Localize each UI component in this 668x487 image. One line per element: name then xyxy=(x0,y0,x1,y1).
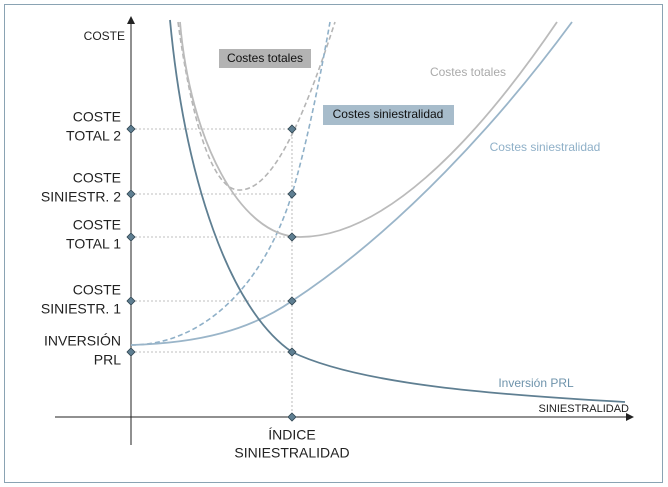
y-level-label: COSTE xyxy=(73,170,121,186)
x-axis-label: SINIESTRALIDAD xyxy=(539,403,630,415)
x-point-label: SINIESTRALIDAD xyxy=(234,445,349,461)
siniestralidad-curve xyxy=(130,21,573,346)
curve-label: Costes siniestralidad xyxy=(490,140,601,154)
y-axis-label: COSTE xyxy=(84,29,125,43)
x-arrow xyxy=(626,413,634,421)
y-level-label: PRL xyxy=(94,352,121,368)
y-level-label: INVERSIÓN xyxy=(44,333,121,349)
guides xyxy=(131,128,293,417)
markers xyxy=(126,124,297,422)
y-level-label: COSTE xyxy=(73,217,121,233)
label-box xyxy=(219,49,311,68)
curve-label: Costes totales xyxy=(430,65,506,79)
frame xyxy=(4,4,663,483)
x-point-label: ÍNDICE xyxy=(268,427,315,443)
y-level-label: COSTE xyxy=(73,109,121,125)
dashed-total-curve xyxy=(177,21,336,191)
y-level-label: SINIESTR. 1 xyxy=(41,301,121,317)
inversion-curve xyxy=(169,19,626,403)
y-level-label: SINIESTR. 2 xyxy=(41,189,121,205)
curve-label: Costes totales xyxy=(227,51,303,65)
label-box xyxy=(323,105,454,125)
y-arrow xyxy=(127,16,135,24)
y-level-label: TOTAL 2 xyxy=(66,128,121,144)
total-curve xyxy=(179,21,558,238)
y-level-label: COSTE xyxy=(73,282,121,298)
curve-label: Inversión PRL xyxy=(498,376,574,390)
curve-label: Costes siniestralidad xyxy=(333,107,444,121)
y-level-label: TOTAL 1 xyxy=(66,236,121,252)
